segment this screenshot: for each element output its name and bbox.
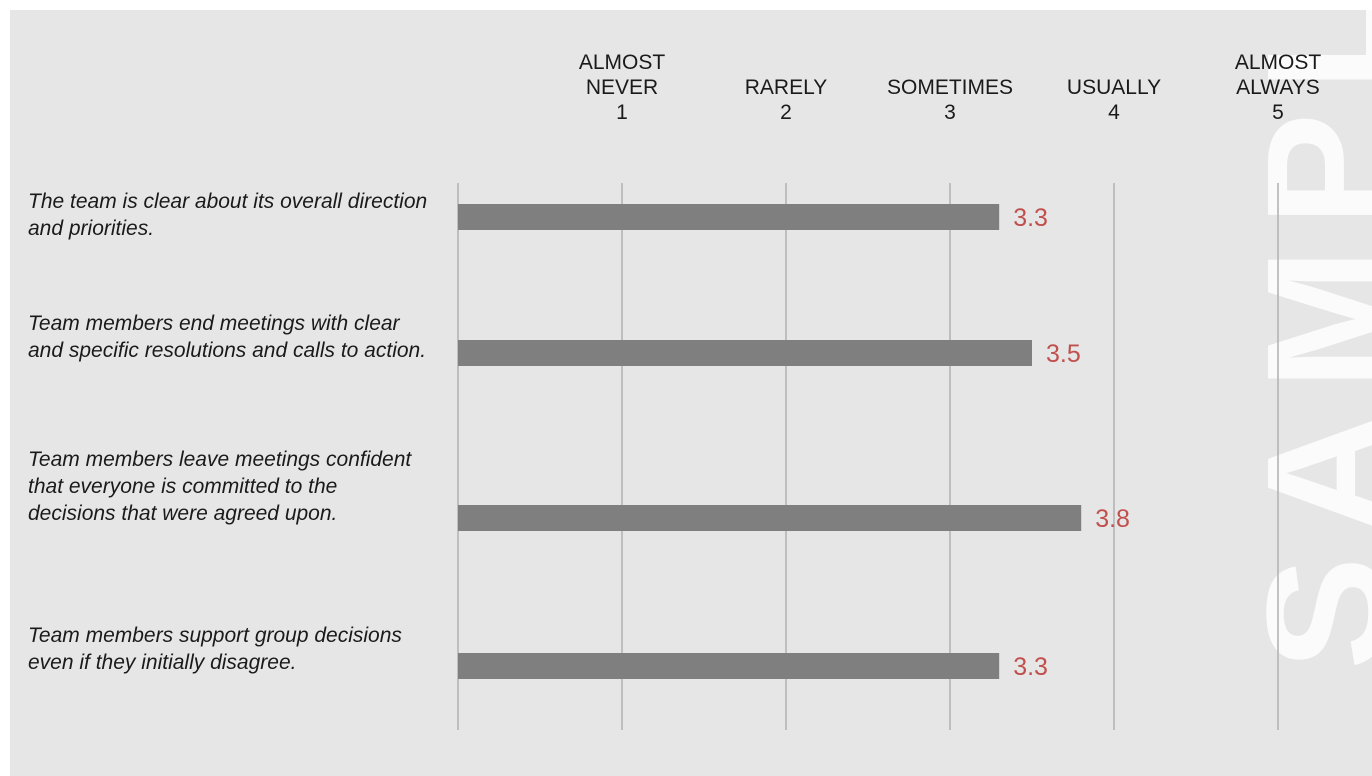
value-labels: 3.3 3.5 3.8 3.3 bbox=[1013, 204, 1130, 681]
statement-1: The team is clear about its overall dire… bbox=[28, 190, 428, 240]
bar-2 bbox=[458, 340, 1032, 366]
scale-number-2: 2 bbox=[780, 101, 792, 124]
chart-panel: SAMPLE 3.33.53.83.3 ALMOSTNEVER1RARELY2S… bbox=[10, 10, 1372, 776]
value-label-1: 3.3 bbox=[1013, 204, 1048, 232]
scale-header-2: RARELY 2 bbox=[701, 75, 871, 125]
statement-4: Team members support group decisions eve… bbox=[28, 624, 402, 674]
scale-header-5: ALMOST ALWAYS 5 bbox=[1193, 50, 1363, 125]
scale-number-4: 4 bbox=[1108, 101, 1120, 124]
scale-label-4-line-1: USUALLY bbox=[1066, 76, 1162, 99]
scale-number-3: 3 bbox=[944, 101, 956, 124]
scale-label-5-line-1: ALMOST bbox=[1234, 51, 1322, 74]
scale-number-5: 5 bbox=[1272, 101, 1284, 124]
value-label-2: 3.5 bbox=[1046, 340, 1081, 368]
bars bbox=[458, 204, 1082, 679]
scale-label-2-line-1: RARELY bbox=[744, 76, 828, 99]
scale-number-1: 1 bbox=[616, 101, 628, 124]
scale-label-1-line-1: ALMOST bbox=[578, 51, 666, 74]
value-label-3: 3.8 bbox=[1095, 505, 1130, 533]
statement-2: Team members end meetings with clear and… bbox=[28, 312, 427, 362]
chart-canvas: SAMPLE 3.3 3.5 3.8 3.3 bbox=[457, 10, 1372, 730]
watermark: SAMPLE bbox=[1232, 10, 1372, 670]
watermark-text: SAMPLE bbox=[1232, 10, 1372, 670]
scale-label-5-line-2: ALWAYS bbox=[1236, 76, 1320, 99]
scale-header-4: USUALLY 4 bbox=[1029, 75, 1199, 125]
statement-3: Team members leave meetings confident th… bbox=[28, 448, 412, 525]
bar-1 bbox=[458, 204, 1000, 230]
value-label-4: 3.3 bbox=[1013, 653, 1048, 681]
scale-label-3-line-1: SOMETIMES bbox=[886, 76, 1013, 99]
bar-4 bbox=[458, 653, 1000, 679]
scale-header-1: ALMOST NEVER 1 bbox=[537, 50, 707, 125]
scale-label-1-line-2: NEVER bbox=[585, 76, 659, 99]
bar-3 bbox=[458, 505, 1082, 531]
gridlines bbox=[457, 183, 1279, 730]
scale-header-3: SOMETIMES 3 bbox=[865, 75, 1035, 125]
